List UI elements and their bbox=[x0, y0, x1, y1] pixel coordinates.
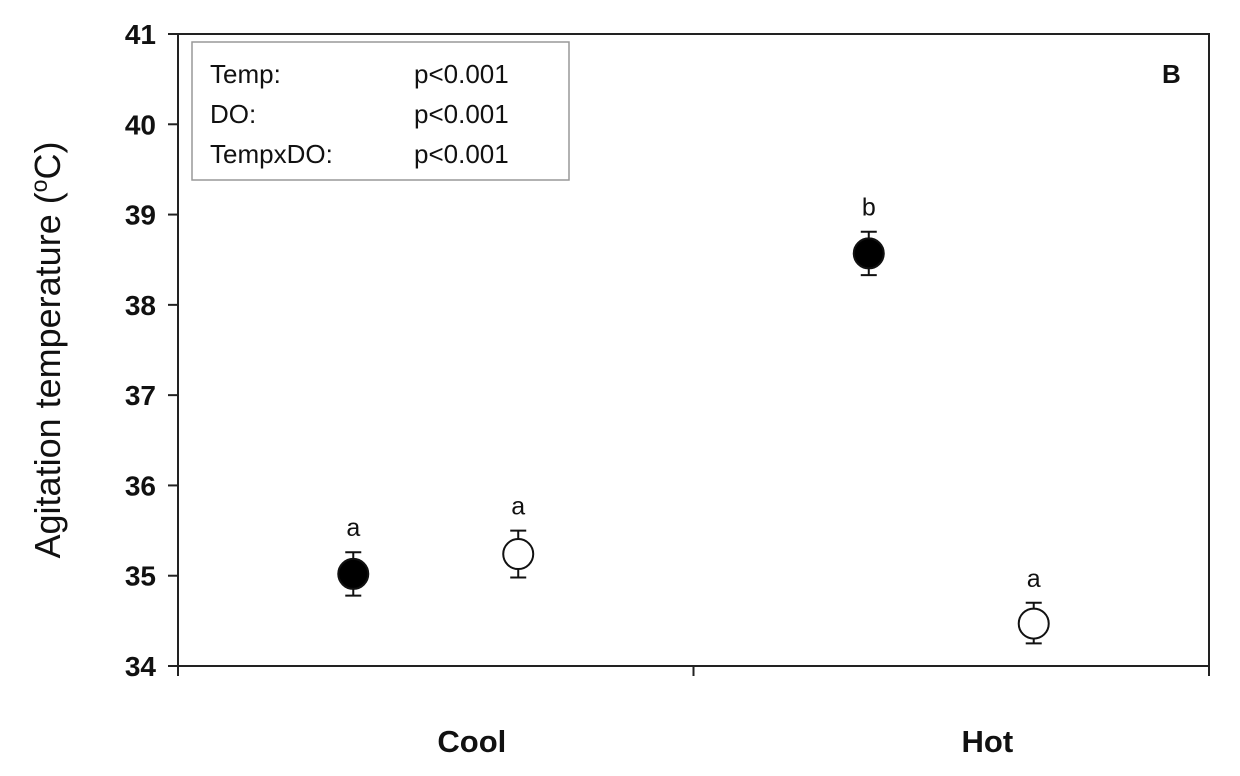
y-tick-label: 38 bbox=[125, 290, 156, 321]
stats-box-border bbox=[191, 41, 570, 181]
stats-term-tempxdo: TempxDO: bbox=[210, 139, 333, 169]
x-category-label-hot: Hot bbox=[962, 724, 1014, 759]
x-category-label-cool: Cool bbox=[437, 724, 506, 759]
significance-letter: a bbox=[511, 493, 525, 521]
stats-p-tempxdo: p<0.001 bbox=[414, 139, 509, 169]
y-tick-label: 37 bbox=[125, 380, 156, 411]
y-axis-title: Agitation temperature (oC) bbox=[26, 142, 68, 559]
stats-p-temp: p<0.001 bbox=[414, 59, 509, 89]
stats-box: Temp: p<0.001 DO: p<0.001 TempxDO: p<0.0… bbox=[191, 41, 570, 181]
y-tick-label: 39 bbox=[125, 200, 156, 231]
y-tick-label: 41 bbox=[125, 19, 156, 50]
x-axis: Cool Hot bbox=[177, 666, 1210, 759]
y-axis-title-b: C) bbox=[27, 142, 68, 180]
y-tick-label: 36 bbox=[125, 470, 156, 501]
data-marker bbox=[1017, 607, 1050, 640]
data-point-filled-hot: b bbox=[852, 194, 885, 277]
data-marker bbox=[502, 538, 535, 571]
data-marker bbox=[337, 557, 370, 590]
data-point-open-hot: a bbox=[1017, 565, 1050, 645]
data-point-open-cool: a bbox=[502, 493, 535, 579]
y-axis: 34 35 36 37 38 39 40 41 bbox=[125, 19, 178, 682]
y-axis-title-degree: o bbox=[26, 180, 52, 193]
y-tick-label: 34 bbox=[125, 651, 157, 682]
panel-label: B bbox=[1162, 59, 1181, 89]
stats-p-do: p<0.001 bbox=[414, 99, 509, 129]
y-tick-label: 40 bbox=[125, 109, 156, 140]
y-tick-label: 35 bbox=[125, 561, 156, 592]
data-point-filled-cool: a bbox=[337, 514, 370, 597]
significance-letter: a bbox=[346, 514, 360, 542]
data-points: a b a a bbox=[337, 194, 1050, 645]
data-marker bbox=[852, 237, 885, 270]
stats-term-do: DO: bbox=[210, 99, 256, 129]
significance-letter: b bbox=[862, 194, 876, 222]
significance-letter: a bbox=[1027, 565, 1041, 593]
y-axis-title-a: Agitation temperature ( bbox=[27, 192, 68, 558]
stats-term-temp: Temp: bbox=[210, 59, 281, 89]
